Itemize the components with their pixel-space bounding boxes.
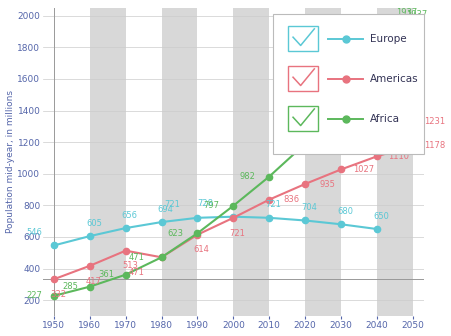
Text: 694: 694 [157,205,173,214]
FancyBboxPatch shape [273,14,423,154]
Text: 605: 605 [86,219,101,228]
Text: 1937: 1937 [405,10,427,19]
Text: 1231: 1231 [423,117,445,126]
FancyBboxPatch shape [287,107,318,131]
Text: 704: 704 [301,203,317,212]
Text: 1430: 1430 [334,90,355,99]
Bar [90,8,125,316]
Text: 546: 546 [27,228,42,237]
Text: 797: 797 [202,201,219,210]
Text: 656: 656 [122,211,138,220]
Text: 650: 650 [372,212,388,221]
Bar [233,8,269,316]
Text: 728: 728 [197,199,213,208]
Text: 1178: 1178 [423,141,445,150]
Text: 935: 935 [319,179,335,188]
Text: 680: 680 [336,207,352,216]
Text: 982: 982 [239,172,254,181]
FancyBboxPatch shape [287,67,318,91]
Text: 513: 513 [122,261,138,270]
Text: 1110: 1110 [388,152,409,161]
Text: 1937: 1937 [396,8,417,17]
Text: 285: 285 [62,282,78,291]
Y-axis label: Population mid-year, in millions: Population mid-year, in millions [5,90,14,234]
Text: 721: 721 [229,228,245,238]
Text: 332: 332 [50,290,66,299]
Text: 721: 721 [164,201,180,209]
Text: 1027: 1027 [352,165,373,174]
Text: Africa: Africa [369,114,400,124]
Text: 227: 227 [27,291,42,300]
Bar [304,8,340,316]
Text: 1700: 1700 [370,48,391,56]
Text: 623: 623 [167,229,183,238]
Text: Europe: Europe [369,34,406,44]
Text: 361: 361 [98,270,114,279]
Text: 417: 417 [86,277,101,286]
Bar [161,8,197,316]
Text: 1189: 1189 [298,128,319,137]
Text: 471: 471 [129,253,144,262]
Text: Americas: Americas [369,74,418,84]
Text: 471: 471 [129,268,144,277]
Bar [376,8,412,316]
Text: 721: 721 [265,201,281,209]
Text: 836: 836 [283,195,299,204]
FancyBboxPatch shape [287,26,318,51]
Text: 614: 614 [193,246,209,254]
